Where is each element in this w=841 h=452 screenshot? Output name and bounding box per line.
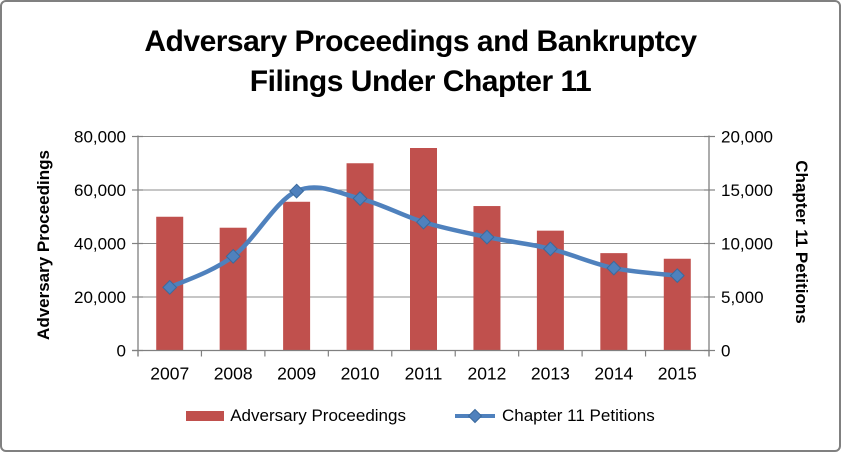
bar-2011 xyxy=(410,148,437,351)
x-tick-label: 2009 xyxy=(277,364,316,384)
legend-item-adversary-proceedings: Adversary Proceedings xyxy=(186,406,406,426)
bar-2012 xyxy=(473,206,501,351)
legend-line-swatch xyxy=(454,408,495,424)
x-tick-label: 2014 xyxy=(594,364,633,384)
chart-title-line-1: Adversary Proceedings and Bankruptcy xyxy=(144,25,697,58)
chart-title-line-2: Filings Under Chapter 11 xyxy=(249,65,592,98)
marker-2012 xyxy=(479,229,495,245)
left-tick-label: 40,000 xyxy=(74,235,126,254)
x-tick-label: 2010 xyxy=(341,364,380,384)
legend-line-swatch-diamond xyxy=(467,408,483,424)
marker-2013 xyxy=(542,241,558,257)
marker-2015 xyxy=(669,268,685,284)
x-tick-label: 2015 xyxy=(658,364,697,384)
marker-2011 xyxy=(415,214,432,230)
x-tick-label: 2011 xyxy=(405,364,443,384)
left-axis-title: Adversary Proceedings xyxy=(34,150,53,340)
legend-label-chapter-11-petitions: Chapter 11 Petitions xyxy=(501,406,655,425)
right-tick-label: 15,000 xyxy=(721,181,773,200)
x-tick-label: 2013 xyxy=(531,364,570,384)
right-tick-label: 20,000 xyxy=(721,128,773,147)
legend-bar-swatch xyxy=(186,411,225,421)
left-tick-label: 80,000 xyxy=(74,128,126,147)
bar-2009 xyxy=(283,201,311,351)
right-tick-label: 5,000 xyxy=(721,288,764,307)
marker-2008 xyxy=(225,248,241,264)
legend-item-chapter-11-petitions: Chapter 11 Petitions xyxy=(454,406,655,426)
left-tick-label: 60,000 xyxy=(74,181,126,200)
x-tick-label: 2012 xyxy=(467,364,506,384)
left-tick-label: 20,000 xyxy=(74,288,126,307)
x-tick-label: 2008 xyxy=(214,364,253,384)
right-tick-label: 10,000 xyxy=(721,235,773,254)
marker-2009 xyxy=(289,183,305,199)
legend-label-adversary-proceedings: Adversary Proceedings xyxy=(230,406,406,425)
marker-2007 xyxy=(162,279,178,295)
legend: Adversary Proceedings Chapter 11 Petitio… xyxy=(2,406,839,426)
right-tick-label: 0 xyxy=(721,342,730,361)
marker-2014 xyxy=(606,260,622,276)
x-tick-label: 2007 xyxy=(150,364,189,384)
left-tick-label: 0 xyxy=(117,342,126,361)
right-axis-title: Chapter 11 Petitions xyxy=(792,160,811,324)
marker-2010 xyxy=(352,191,368,207)
chart-title: Adversary Proceedings and Bankruptcy Fil… xyxy=(2,22,839,102)
